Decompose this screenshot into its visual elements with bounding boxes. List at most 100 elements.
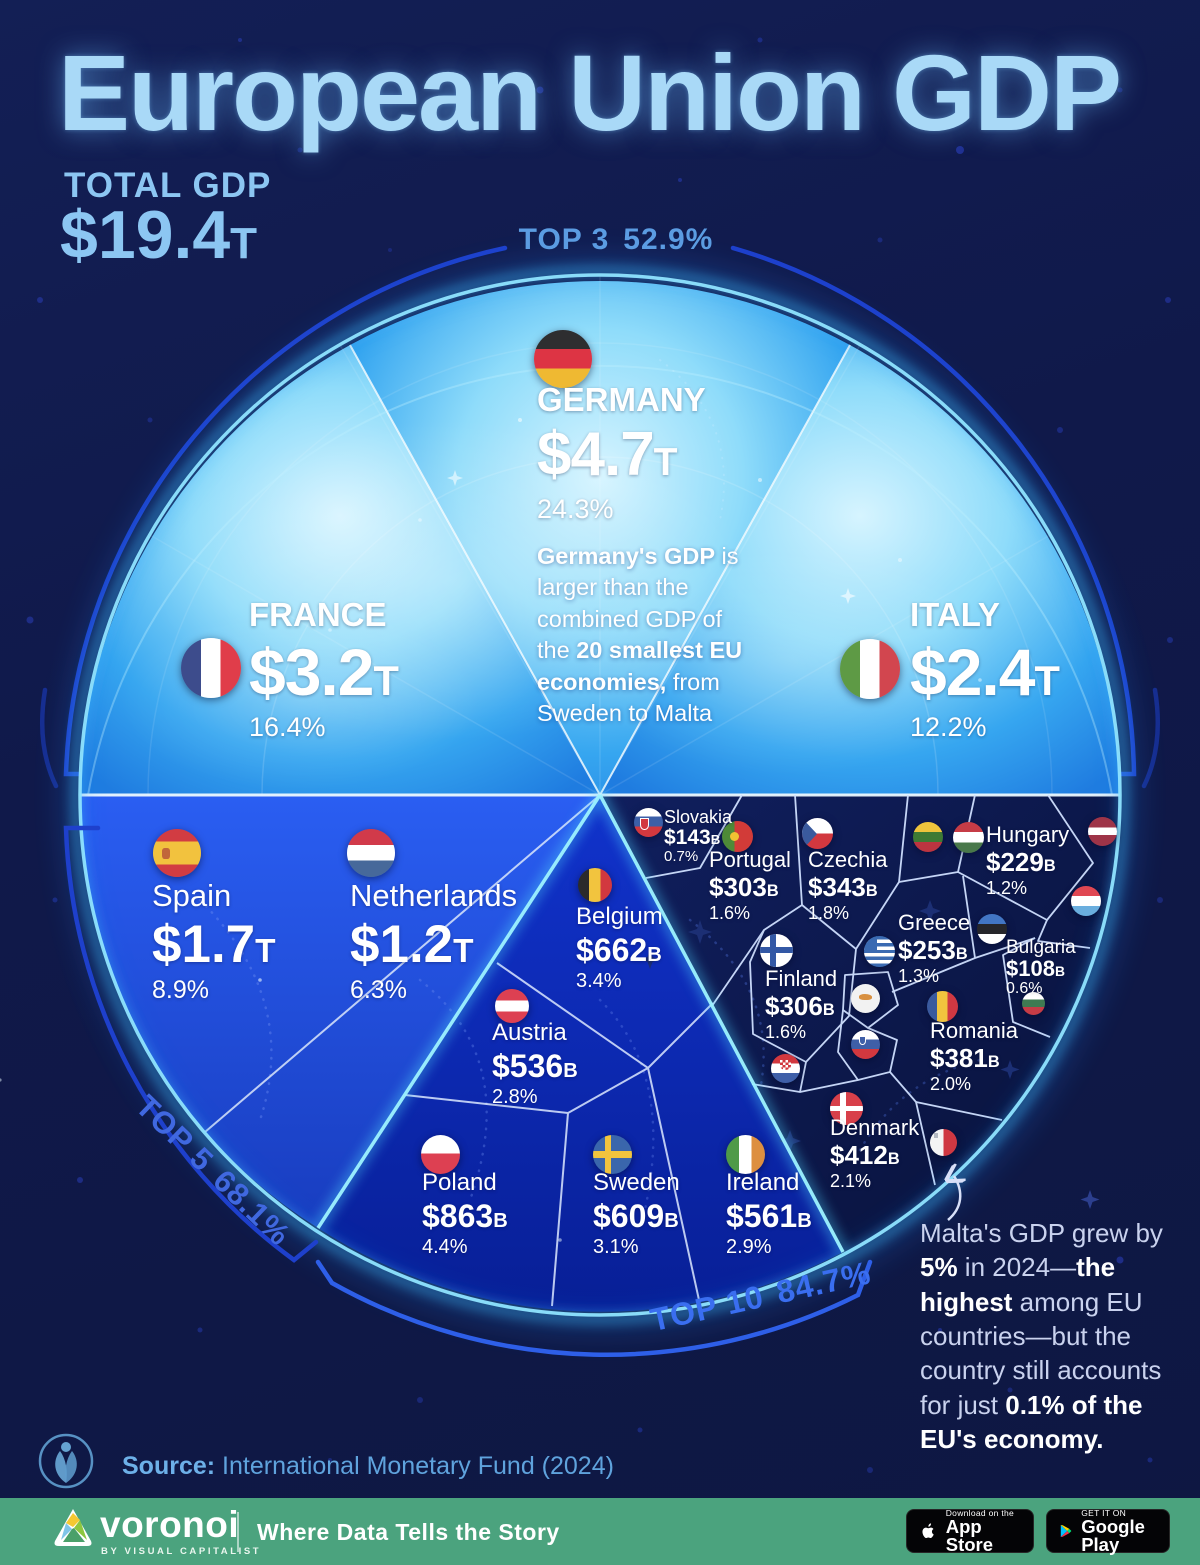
map-ghost-clouds — [120, 420, 1000, 790]
label-portugal: Portugal $303B 1.6% — [709, 848, 791, 923]
wedge-small-tier — [600, 795, 1120, 1252]
country-share: 1.6% — [709, 902, 751, 923]
country-value: $108B — [1006, 955, 1065, 981]
country-share: 2.1% — [830, 1170, 872, 1191]
glow-edges — [62, 257, 1138, 1333]
top5-bracket-arc — [63, 825, 319, 1263]
app-store-badge[interactable]: Download on the App Store — [906, 1508, 1034, 1554]
label-hungary: Hungary $229B 1.2% — [986, 822, 1070, 898]
country-name: Belgium — [576, 903, 663, 930]
croatia-flag-icon — [771, 1054, 800, 1083]
country-share: 0.7% — [664, 847, 699, 865]
sparkles — [0, 418, 1100, 1242]
country-value: $303B — [709, 871, 779, 902]
country-share: 3.4% — [576, 970, 622, 993]
country-value: $306B — [765, 990, 835, 1021]
top-sector-dividers — [349, 344, 851, 796]
hungary-flag-icon — [953, 822, 984, 853]
constellation-lines — [198, 359, 982, 1232]
country-value: $662B — [576, 931, 662, 968]
total-gdp-unit: T — [230, 219, 258, 268]
latvia-flag-icon — [1088, 817, 1117, 846]
slovakia-flag-icon — [634, 808, 663, 837]
country-name: Romania — [930, 1018, 1019, 1043]
country-name: Bulgaria — [1006, 937, 1076, 958]
country-share: 2.8% — [492, 1086, 538, 1109]
malta-annotation: Malta's GDP grew by 5% in 2024—the highe… — [920, 1218, 1163, 1454]
country-name: Czechia — [808, 847, 888, 872]
austria-flag-icon — [495, 989, 529, 1023]
country-value: $863B — [422, 1197, 508, 1234]
imf-logo-icon — [38, 1433, 94, 1489]
country-value: $381B — [930, 1042, 1000, 1073]
country-value: $2.4T — [910, 635, 1060, 710]
country-share: 8.9% — [152, 976, 209, 1005]
page-title: European Union GDP — [58, 32, 1122, 153]
slovenia-flag-icon — [851, 1030, 880, 1059]
total-gdp-label: TOTAL GDP — [64, 166, 272, 205]
sector-spain — [80, 795, 600, 1132]
country-name: ITALY — [910, 596, 1000, 633]
radar-grid — [147, 275, 1053, 796]
label-denmark: Denmark $412B 2.1% — [830, 1115, 920, 1191]
country-name: Hungary — [986, 822, 1070, 847]
country-value: $1.2T — [350, 915, 474, 975]
mid-wedge-cell-borders — [404, 962, 714, 1307]
country-share: 0.6% — [1006, 979, 1043, 997]
country-name: Slovakia — [664, 807, 733, 827]
cyprus-flag-icon — [851, 984, 880, 1013]
country-name: Poland — [422, 1169, 497, 1196]
label-finland: Finland $306B 1.6% — [765, 966, 838, 1042]
google-play-badge[interactable]: GET IT ON Google Play — [1046, 1508, 1170, 1554]
greece-flag-icon — [864, 936, 895, 967]
country-value: $343B — [808, 871, 878, 902]
label-romania: Romania $381B 2.0% — [930, 1018, 1019, 1094]
spain-flag-icon — [153, 829, 201, 877]
country-share: 2.9% — [726, 1236, 772, 1259]
country-value: $609B — [593, 1197, 679, 1234]
source-credit: Source: International Monetary Fund (202… — [122, 1452, 614, 1480]
sweden-flag-icon — [593, 1135, 632, 1174]
small-wedge-cell-borders — [645, 794, 1094, 1186]
estonia-flag-icon — [977, 914, 1007, 944]
country-name: Spain — [152, 878, 232, 913]
label-czechia: Czechia $343B 1.8% — [808, 847, 888, 923]
footer-tagline: Where Data Tells the Story — [257, 1519, 560, 1545]
label-belgium: Belgium $662B 3.4% — [576, 903, 663, 993]
total-gdp-value: $19.4T — [60, 196, 257, 274]
country-name: Netherlands — [350, 878, 518, 913]
country-share: 4.4% — [422, 1236, 468, 1259]
starfield-background — [26, 37, 1173, 1473]
portugal-flag-icon — [722, 821, 753, 852]
country-share: 1.2% — [986, 877, 1028, 898]
apple-icon — [922, 1523, 934, 1539]
country-value: $561B — [726, 1197, 812, 1234]
romania-flag-icon — [927, 991, 958, 1022]
brand-byline: BY VISUAL CAPITALIST — [101, 1546, 262, 1557]
denmark-flag-icon — [830, 1092, 863, 1125]
label-poland: Poland $863B 4.4% — [422, 1169, 508, 1259]
germany-flag-icon — [534, 330, 592, 388]
sector-netherlands — [205, 795, 600, 1228]
label-spain: Spain $1.7T 8.9% — [152, 878, 276, 1005]
label-italy: ITALY $2.4T 12.2% — [910, 596, 1060, 741]
bulgaria-flag-icon — [1022, 992, 1045, 1015]
lithuania-flag-icon — [913, 822, 943, 852]
germany-annotation: Germany's GDP is larger than the combine… — [537, 543, 743, 727]
voronoi-logo-icon — [54, 1509, 92, 1546]
country-name: Finland — [765, 966, 838, 991]
malta-annotation-arrow — [948, 1176, 960, 1221]
luxembourg-flag-icon — [1071, 886, 1101, 916]
finland-flag-icon — [760, 934, 793, 967]
country-share: 6.3% — [350, 976, 407, 1005]
label-france: FRANCE $3.2T 16.4% — [249, 597, 399, 741]
country-value: $3.2T — [249, 635, 399, 710]
malta-flag-icon — [930, 1129, 957, 1156]
poland-flag-icon — [421, 1135, 460, 1174]
country-value: $4.7T — [537, 420, 678, 490]
belgium-flag-icon — [578, 868, 612, 902]
country-share: 1.3% — [898, 965, 940, 986]
country-name: Denmark — [830, 1115, 920, 1140]
